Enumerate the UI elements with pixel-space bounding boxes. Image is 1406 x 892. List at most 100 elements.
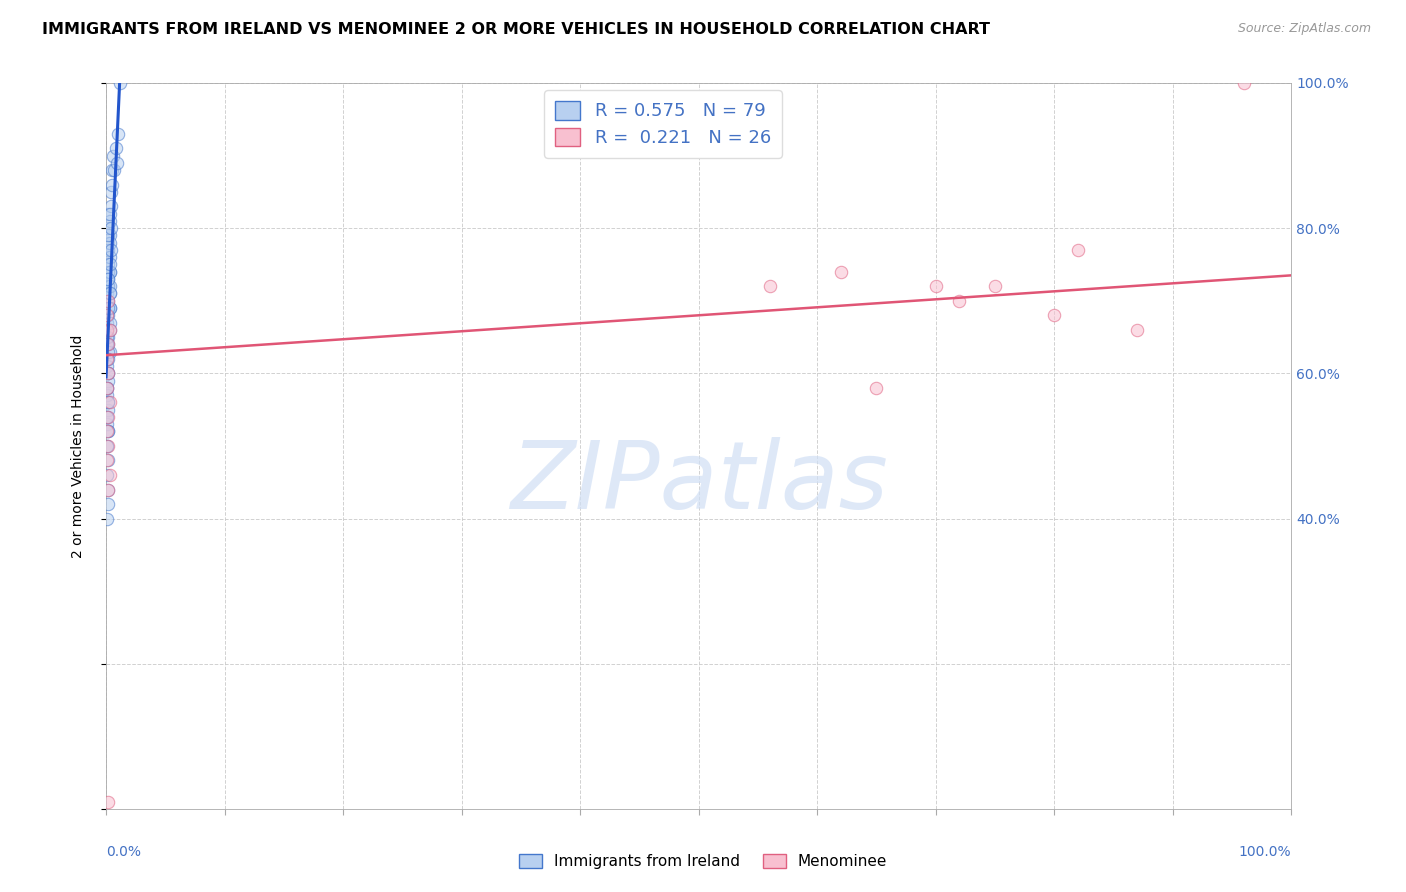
Point [96,351,118,366]
Point [97,344,120,359]
Text: Source: ZipAtlas.com: Source: ZipAtlas.com [1237,22,1371,36]
Point [865,381,887,395]
Point [96,439,118,453]
Point [98,301,121,315]
Point [97,279,120,293]
Point [97,301,120,315]
Point [96,409,118,424]
Point [97,308,120,322]
Point [96,308,118,322]
Y-axis label: 2 or more Vehicles in Household: 2 or more Vehicles in Household [72,334,86,558]
Point [103,148,125,162]
Point [97,425,120,439]
Point [1067,243,1090,257]
Point [984,279,1007,293]
Point [97,409,120,424]
Point [98,286,121,301]
Point [98,468,121,483]
Point [97,228,120,243]
Point [97,439,120,453]
Point [1126,323,1149,337]
Point [98,323,121,337]
Point [96,409,118,424]
Point [97,351,120,366]
Point [1233,76,1256,90]
Point [98,265,121,279]
Point [97,795,120,809]
Point [98,323,121,337]
Point [100,199,122,213]
Point [105,156,128,170]
Point [97,402,120,417]
Text: IMMIGRANTS FROM IRELAND VS MENOMINEE 2 OR MORE VEHICLES IN HOUSEHOLD CORRELATION: IMMIGRANTS FROM IRELAND VS MENOMINEE 2 O… [42,22,990,37]
Point [98,214,121,228]
Point [97,374,120,388]
Point [96,359,118,373]
Point [96,221,118,235]
Point [96,425,118,439]
Point [100,243,122,257]
Point [96,511,118,525]
Point [96,286,118,301]
Point [110,76,132,90]
Point [96,330,118,344]
Point [103,163,125,178]
Point [96,453,118,467]
Point [97,337,120,351]
Text: 0.0%: 0.0% [105,845,141,859]
Point [97,293,120,308]
Point [97,483,120,497]
Point [98,235,121,250]
Point [97,367,120,381]
Point [98,395,121,409]
Point [98,257,121,271]
Point [98,344,121,359]
Point [97,395,120,409]
Point [98,206,121,220]
Point [96,323,118,337]
Point [97,265,120,279]
Point [97,243,120,257]
Legend: R = 0.575   N = 79, R =  0.221   N = 26: R = 0.575 N = 79, R = 0.221 N = 26 [544,90,782,158]
Point [96,250,118,264]
Point [98,286,121,301]
Point [100,221,122,235]
Point [97,395,120,409]
Point [96,381,118,395]
Point [101,163,124,178]
Point [96,468,118,483]
Point [97,257,120,271]
Point [98,250,121,264]
Point [96,381,118,395]
Point [96,337,118,351]
Point [925,279,948,293]
Point [98,228,121,243]
Point [97,453,120,467]
Point [101,178,124,192]
Point [96,351,118,366]
Point [97,367,120,381]
Point [107,127,129,141]
Point [97,337,120,351]
Point [96,388,118,402]
Point [97,235,120,250]
Point [96,316,118,330]
Point [97,483,120,497]
Legend: Immigrants from Ireland, Menominee: Immigrants from Ireland, Menominee [513,847,893,875]
Text: ZIPatlas: ZIPatlas [510,437,887,528]
Point [96,381,118,395]
Point [104,141,127,155]
Point [97,293,120,308]
Point [830,265,852,279]
Point [96,337,118,351]
Point [96,293,118,308]
Point [96,439,118,453]
Point [96,206,118,220]
Point [948,293,970,308]
Text: 100.0%: 100.0% [1239,845,1291,859]
Point [98,301,121,315]
Point [96,308,118,322]
Point [100,185,122,199]
Point [98,279,121,293]
Point [759,279,782,293]
